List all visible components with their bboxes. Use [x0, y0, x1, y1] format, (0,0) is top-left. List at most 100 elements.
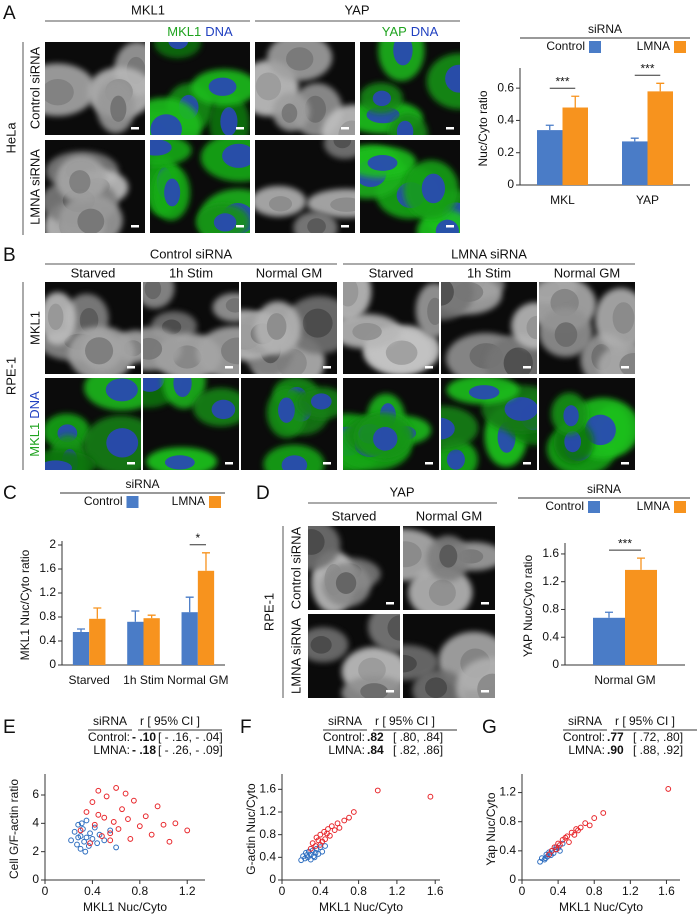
bar — [537, 130, 563, 185]
scale-bar — [323, 462, 331, 465]
cell — [143, 327, 182, 371]
point — [322, 836, 328, 843]
nucleus — [403, 654, 417, 673]
stats-header: r [ 95% CI ] — [615, 714, 675, 728]
legend-label: LMNA — [637, 39, 670, 53]
point — [571, 831, 578, 838]
nucleus — [435, 219, 459, 233]
x-tick-label: 1.6 — [658, 884, 675, 898]
point — [85, 843, 92, 849]
point — [81, 838, 88, 845]
nucleus — [281, 455, 308, 470]
nucleus — [164, 178, 181, 207]
nucleus — [144, 282, 162, 300]
nucleus — [304, 95, 326, 123]
row-label: LMNA siRNA — [27, 149, 42, 225]
row-label: MKL1 — [27, 311, 42, 345]
nucleus — [110, 95, 127, 122]
nucleus — [468, 385, 500, 400]
point — [71, 828, 78, 835]
point — [94, 840, 101, 847]
bar — [181, 612, 198, 665]
x-tick-label: 0 — [42, 884, 49, 898]
scale-bar — [425, 462, 433, 465]
scale-bar — [341, 127, 349, 130]
micrograph — [403, 614, 495, 698]
point — [312, 843, 319, 849]
nucleus — [143, 378, 165, 392]
point — [95, 787, 102, 794]
error-bar — [131, 610, 140, 622]
scale-bar — [523, 462, 531, 465]
error-bar — [185, 596, 194, 613]
correlation: - .10 — [132, 730, 156, 744]
scale-bar — [425, 366, 433, 369]
point — [107, 827, 114, 834]
legend-title: siRNA — [328, 714, 362, 728]
correlation: .84 — [367, 743, 384, 757]
nucleus — [150, 114, 182, 135]
nucleus — [612, 302, 635, 334]
panel-letter: E — [3, 717, 16, 738]
point — [89, 799, 96, 805]
correlation: - .18 — [132, 743, 156, 757]
point — [427, 793, 434, 800]
nucleus — [358, 657, 386, 683]
nucleus — [266, 313, 287, 340]
scale-bar — [323, 366, 331, 369]
nucleus — [403, 541, 422, 568]
error-bar — [147, 614, 156, 619]
micrograph — [308, 614, 400, 698]
scale-bar — [446, 127, 454, 130]
cell — [511, 302, 537, 350]
nucleus — [504, 397, 537, 421]
cell — [154, 42, 201, 59]
merge-label: MKL1 DNA — [167, 24, 233, 39]
legend-label: Control — [546, 39, 585, 53]
bar — [89, 618, 106, 665]
condition: Starved — [332, 508, 377, 523]
condition: 1h Stim — [169, 265, 213, 280]
y-tick-label: 0 — [509, 872, 516, 886]
point — [319, 848, 326, 855]
point — [328, 823, 335, 830]
micrograph — [343, 282, 439, 374]
error-bar — [605, 611, 613, 618]
point — [575, 827, 581, 834]
significance: *** — [618, 536, 632, 550]
legend-title: siRNA — [587, 482, 621, 496]
scale-bar — [386, 602, 394, 605]
error-bar — [77, 628, 86, 632]
x-axis-label: MKL1 Nuc/Cyto — [319, 900, 403, 914]
x-tick-label: Starved — [68, 673, 109, 687]
legend-swatch — [674, 501, 686, 513]
error-bar — [656, 82, 665, 92]
confidence-interval: [ - .26, - .09] — [158, 743, 223, 757]
point — [78, 820, 85, 827]
point — [311, 854, 318, 861]
y-tick-label: 2 — [32, 844, 39, 858]
condition: 1h Stim — [467, 265, 511, 280]
point — [577, 824, 584, 831]
cell — [403, 644, 439, 681]
point — [303, 852, 310, 858]
x-tick-label: MKL — [550, 193, 575, 207]
x-tick-label: 0 — [279, 884, 286, 898]
nucleus — [445, 64, 460, 93]
cell — [441, 406, 479, 450]
scale-bar — [386, 690, 394, 693]
point — [547, 850, 553, 857]
nucleus — [173, 378, 192, 397]
y-axis-label: MKL1 Nuc/Cyto ratio — [18, 549, 32, 660]
stain: MKL1 — [27, 423, 42, 457]
legend-title: siRNA — [125, 477, 159, 491]
point — [307, 845, 314, 852]
y-axis-label: Cell G/F-actin ratio — [7, 779, 21, 879]
nucleus — [526, 315, 537, 340]
micrograph — [150, 140, 250, 233]
nucleus — [446, 449, 465, 470]
micrograph — [143, 378, 239, 470]
micrograph — [45, 378, 141, 470]
nucleus — [307, 218, 326, 233]
